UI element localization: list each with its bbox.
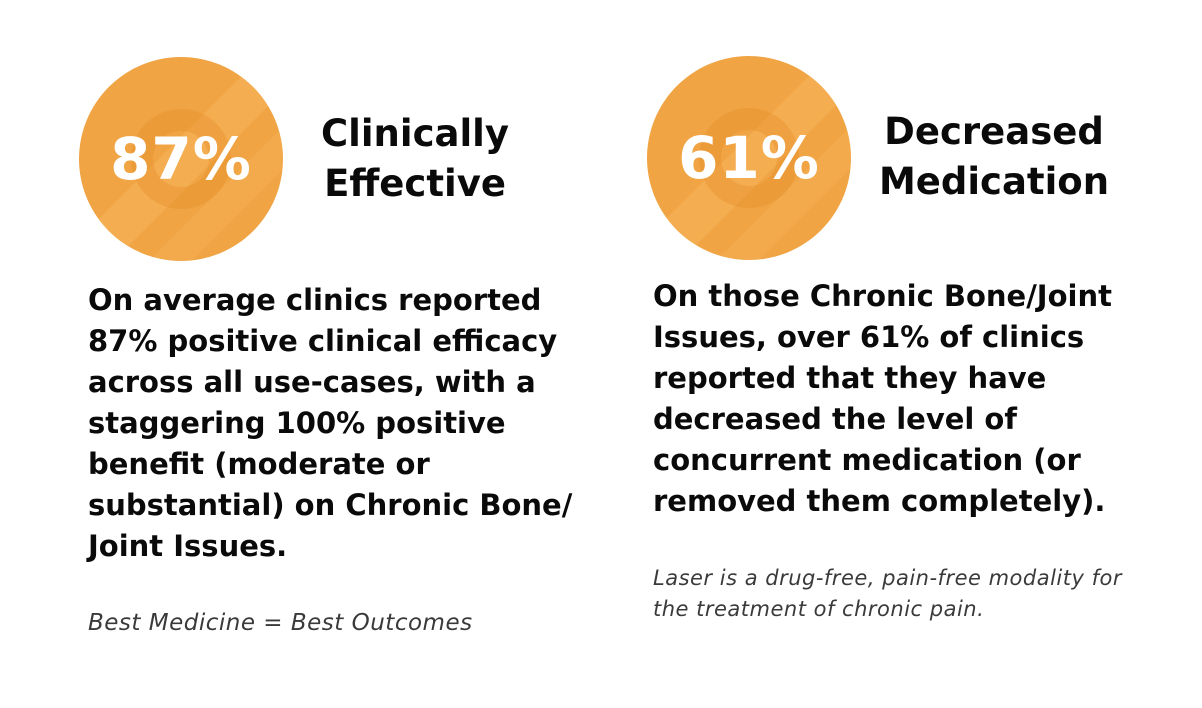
stat-tagline: Laser is a drug-free, pain-free modality… bbox=[653, 566, 1122, 621]
stat-description: On average clinics reported 87% positive… bbox=[88, 283, 573, 563]
percent-value: 61% bbox=[678, 124, 820, 192]
percent-badge: 87% bbox=[79, 57, 283, 261]
stat-headline: Clinically Effective bbox=[321, 112, 509, 205]
stat-block-clinically-effective: 87% Clinically Effective On average clin… bbox=[79, 57, 573, 636]
stat-headline: Decreased Medication bbox=[878, 110, 1110, 203]
percent-badge: 61% bbox=[647, 56, 851, 260]
stat-block-decreased-medication: 61% Decreased Medication On those Chroni… bbox=[601, 0, 1202, 708]
stat-description: On those Chronic Bone/Joint Issues, over… bbox=[653, 279, 1112, 518]
percent-value: 87% bbox=[110, 125, 252, 193]
stat-tagline: Best Medicine = Best Outcomes bbox=[88, 610, 473, 636]
